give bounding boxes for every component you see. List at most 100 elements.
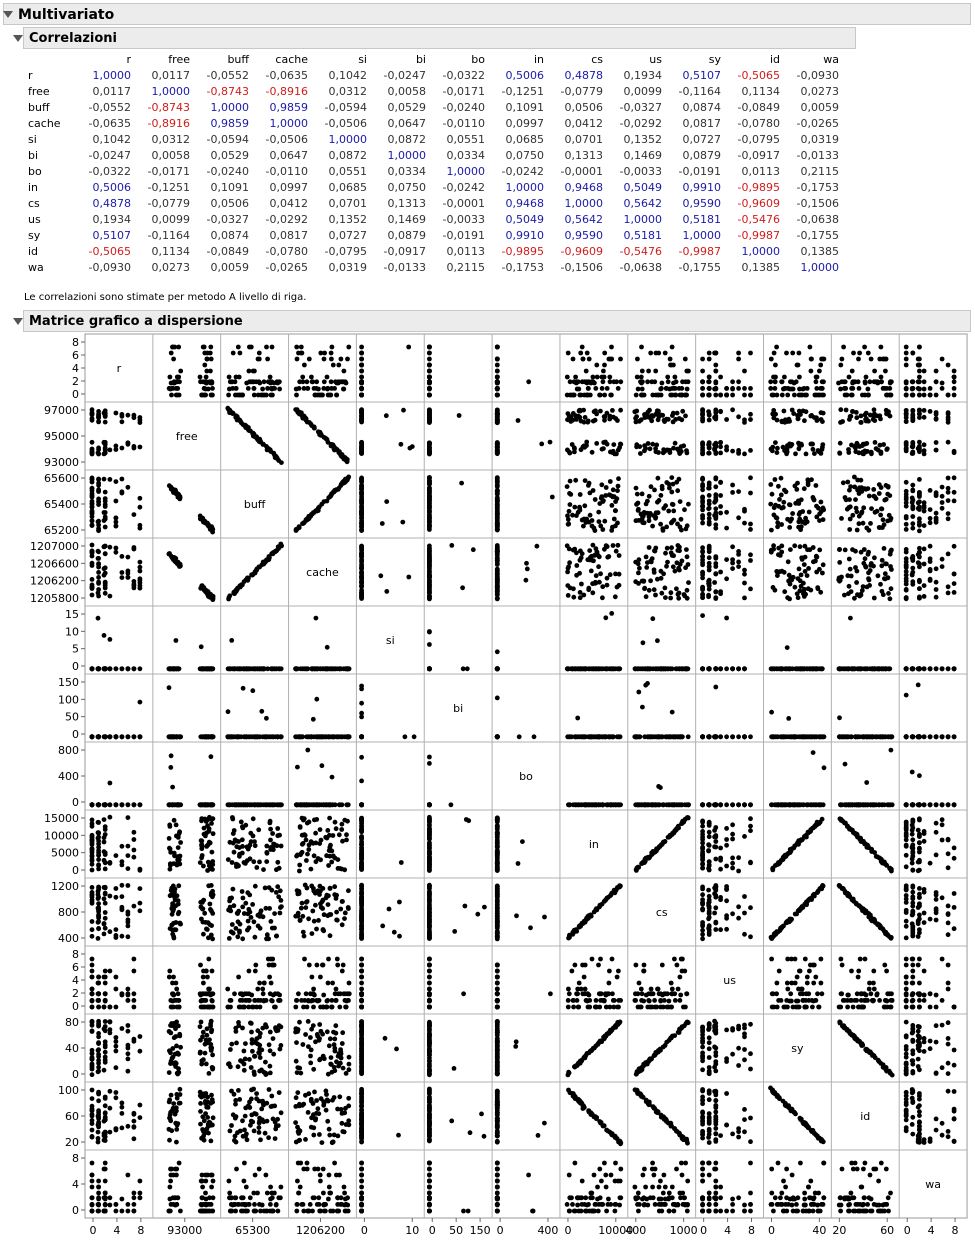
data-point (565, 521, 571, 527)
data-point (879, 588, 885, 594)
data-point (310, 716, 316, 722)
correlation-cell: -0,5476 (619, 245, 662, 258)
data-point (427, 504, 432, 510)
data-point (872, 440, 878, 445)
data-point (846, 447, 851, 452)
data-point (706, 592, 711, 598)
data-point (131, 585, 137, 591)
data-point (300, 374, 306, 380)
data-point (684, 368, 690, 374)
data-point (565, 350, 571, 356)
data-point (742, 520, 747, 526)
data-point (713, 476, 719, 482)
data-point (384, 499, 390, 504)
data-point (653, 545, 659, 551)
data-point (566, 449, 572, 455)
data-point (903, 386, 909, 392)
data-point (724, 447, 729, 453)
data-point (107, 666, 113, 672)
data-point (329, 666, 334, 672)
data-point (779, 379, 784, 385)
y-tick-label: 50 (65, 711, 79, 724)
y-tick-label: 2 (72, 375, 79, 388)
correlation-cell: 0,1352 (623, 133, 663, 146)
data-point (910, 408, 916, 413)
data-point (279, 460, 284, 465)
correlations-header[interactable]: Correlazioni (23, 27, 856, 49)
data-point (170, 386, 176, 391)
data-point (579, 551, 585, 557)
x-tick-label: 20 (832, 1224, 846, 1237)
data-point (730, 448, 735, 454)
data-point (566, 564, 571, 570)
data-point (868, 521, 873, 526)
data-point (820, 570, 825, 576)
data-point (119, 445, 125, 451)
data-point (494, 561, 500, 566)
data-point (615, 386, 621, 391)
data-point (603, 485, 609, 490)
data-point (137, 699, 143, 705)
scatterplot-matrix-header[interactable]: Matrice grafico a dispersione (23, 310, 971, 332)
multivariate-header[interactable]: Multivariato (3, 3, 971, 25)
data-point (773, 440, 778, 445)
data-point (814, 415, 819, 421)
data-point (797, 544, 803, 550)
data-point (427, 481, 432, 487)
data-point (768, 386, 774, 391)
correlation-cell: 0,5006 (505, 69, 545, 82)
table-row: bo -0,0322 -0,0171 -0,0240 -0,0110 0,0551 0,03… (28, 164, 839, 180)
data-point (650, 616, 656, 622)
data-point (570, 512, 575, 518)
correlations-title: Correlazioni (29, 31, 118, 46)
data-point (801, 486, 807, 492)
collapse-triangle-icon[interactable] (3, 11, 13, 18)
data-point (102, 502, 108, 507)
variable-label: si (386, 634, 395, 647)
correlation-cell: -0,0849 (206, 245, 249, 258)
data-point (346, 666, 352, 672)
data-point (336, 450, 342, 455)
correlation-cell: -0,0779 (147, 197, 190, 210)
data-point (245, 386, 251, 391)
data-point (359, 486, 364, 491)
data-point (772, 386, 778, 391)
data-point (294, 356, 300, 362)
data-point (921, 414, 927, 420)
correlation-cell: -0,0191 (442, 229, 485, 242)
data-point (113, 666, 119, 672)
data-point (307, 734, 313, 740)
correlation-cell: -0,0552 (88, 101, 131, 114)
data-point (713, 362, 719, 368)
data-point (700, 503, 705, 509)
data-point (328, 442, 334, 447)
data-point (842, 495, 848, 500)
correlation-cell: 0,1134 (151, 245, 191, 258)
data-point (805, 482, 811, 488)
data-point (383, 413, 389, 419)
data-point (951, 374, 957, 380)
data-point (886, 591, 891, 596)
data-point (359, 374, 364, 380)
data-point (670, 481, 676, 487)
y-tick-label: 93000 (44, 456, 79, 469)
data-point (294, 526, 300, 532)
correlation-cell: -0,0240 (206, 165, 249, 178)
data-point (427, 386, 432, 391)
correlation-cell: 0,0113 (741, 165, 781, 178)
data-point (297, 379, 303, 385)
data-point (639, 344, 644, 350)
data-point (427, 488, 432, 494)
collapse-triangle-icon[interactable] (13, 318, 23, 325)
data-point (837, 577, 843, 583)
collapse-triangle-icon[interactable] (13, 35, 23, 42)
data-point (847, 527, 853, 532)
data-point (798, 441, 804, 447)
data-point (917, 579, 922, 585)
data-point (713, 450, 719, 455)
data-point (225, 734, 231, 740)
correlation-cell: 1,0000 (682, 229, 722, 242)
data-point (730, 557, 735, 562)
data-point (787, 518, 793, 524)
